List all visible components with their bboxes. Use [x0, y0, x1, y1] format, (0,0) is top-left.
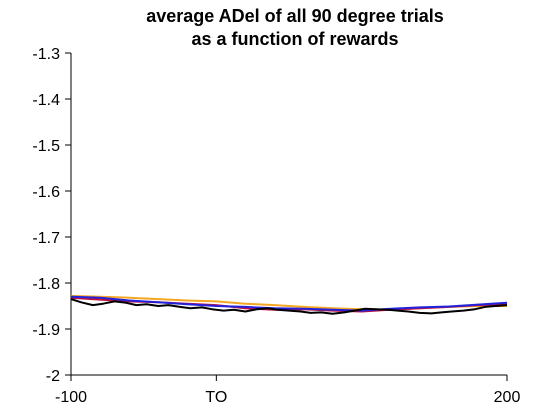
ticks-layer: -1.3 -1.4 -1.5 -1.6 -1.7 -1.8 -1.9 -2 -100 TO 200	[32, 46, 520, 406]
series-layer	[70, 294, 508, 315]
x-tick-label: -100	[55, 389, 87, 406]
chart-title-line-1: average ADel of all 90 degree trials	[146, 6, 443, 26]
x-tick-label: TO	[205, 389, 227, 406]
y-tick-label: -1.6	[32, 184, 60, 201]
series-line-3	[70, 295, 508, 312]
x-tick-label: 200	[494, 389, 521, 406]
y-tick-label: -1.3	[32, 46, 60, 63]
y-tick-label: -1.9	[32, 322, 60, 339]
y-tick-label: -1.8	[32, 276, 60, 293]
series-line-4	[70, 298, 508, 315]
y-tick-label: -1.7	[32, 230, 60, 247]
y-tick-label: -1.4	[32, 92, 60, 109]
y-tick-label: -2	[46, 368, 60, 385]
y-tick-label: -1.5	[32, 138, 60, 155]
chart-title-line-2: as a function of rewards	[191, 29, 398, 49]
